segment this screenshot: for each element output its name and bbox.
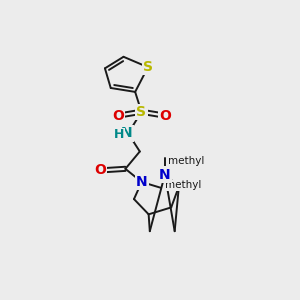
Text: O: O [159,109,171,123]
Text: N: N [136,175,148,189]
Text: methyl: methyl [165,181,202,190]
Text: O: O [94,164,106,177]
Text: S: S [143,60,153,74]
Text: methyl: methyl [168,156,205,167]
Text: N: N [159,168,171,182]
Text: H: H [114,128,124,141]
Text: O: O [112,109,124,123]
Text: S: S [136,105,146,119]
Text: N: N [121,127,133,140]
